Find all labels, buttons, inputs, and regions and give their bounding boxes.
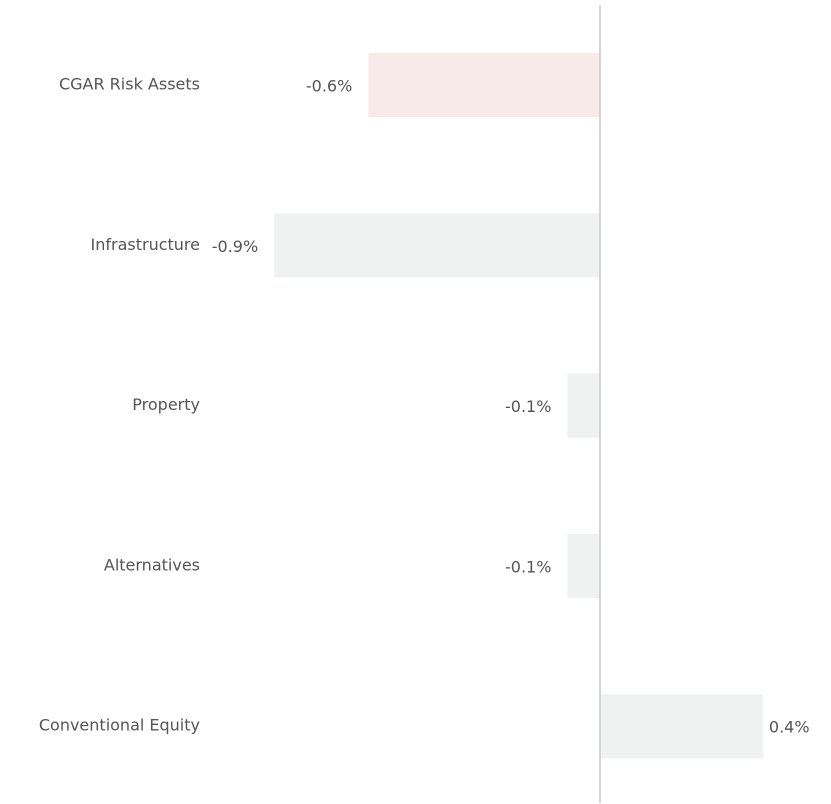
value-label: -0.6% xyxy=(306,77,352,96)
bar xyxy=(600,694,763,759)
value-label: -0.1% xyxy=(505,557,551,576)
category-label: Alternatives xyxy=(104,555,200,574)
value-label: 0.4% xyxy=(769,718,810,737)
value-label: -0.9% xyxy=(212,237,258,256)
bar xyxy=(567,373,600,438)
category-label: Conventional Equity xyxy=(39,716,200,735)
category-label: Infrastructure xyxy=(91,235,200,254)
bar xyxy=(567,533,600,598)
bar xyxy=(368,53,600,117)
bar xyxy=(274,213,600,278)
category-label: CGAR Risk Assets xyxy=(59,75,200,94)
value-label: -0.1% xyxy=(505,397,551,416)
category-label: Property xyxy=(132,395,200,414)
